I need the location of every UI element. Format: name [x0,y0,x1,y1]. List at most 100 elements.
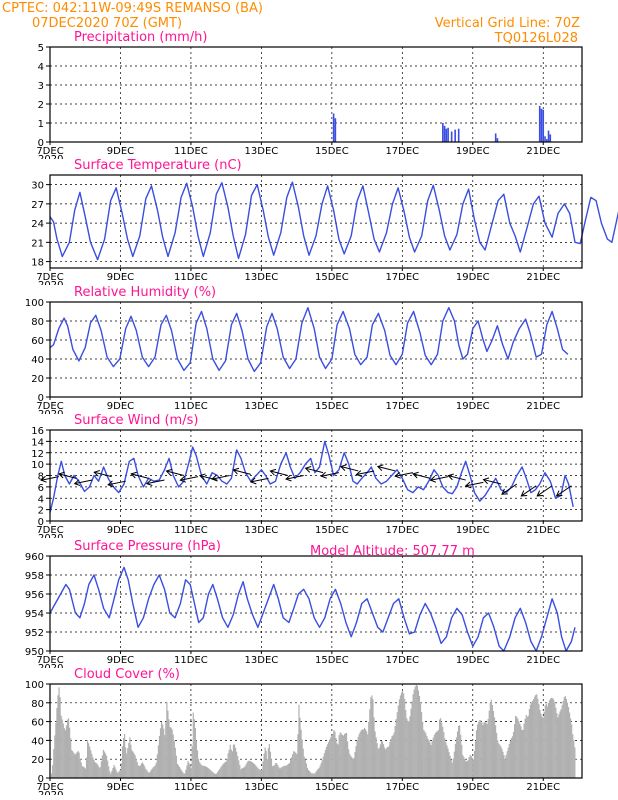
precip-bar [450,131,453,142]
cloud-bar [570,718,572,778]
cloud-bar [487,718,489,778]
header-datetime: 07DEC2020 70Z (GMT) [32,16,182,31]
cloud-bar [152,767,154,778]
cloud-bar [243,767,245,778]
x-tick-label: 13DEC [245,525,279,536]
cloud-bar [459,725,461,778]
cloud-bar [417,690,420,778]
y-tick-label: 16 [31,426,44,437]
cloud-bar [287,763,290,778]
cloud-bar [203,765,205,778]
cloud-bar [573,740,575,778]
y-tick-label: 20 [31,755,44,766]
cloud-bar [232,744,235,778]
cloud-bar [506,751,508,778]
cloud-bar [564,696,566,778]
y-tick-label: 80 [31,699,44,710]
precip-bar [496,138,499,142]
cloud-bar [466,761,468,778]
wind-frame [49,429,583,522]
cloud-bar [267,748,269,778]
cloud-bar [71,750,73,778]
cloud-bar [571,724,573,778]
wind-arrow [320,471,339,479]
cloud-bar [475,730,478,778]
cloud-bar [543,711,545,778]
cloud-bar [188,762,190,778]
x-tick-label: 7DEC [36,401,63,412]
cloud-bar [148,772,150,778]
cloud-bar [248,760,250,778]
cloud-bar [463,757,465,778]
cloud-bar [88,743,90,778]
cloud-bar [374,731,376,778]
x-tick-label: 7DEC [36,272,63,283]
cloud-bar [523,723,525,778]
y-tick-label: 0 [38,517,44,528]
cloud-bar [507,747,509,778]
wind-arrow [211,474,230,482]
cloud-bar [329,739,331,778]
wind-arrow [165,468,185,476]
cloud-bar [519,723,521,778]
y-tick-label: 8 [38,472,44,483]
cloud-bar [250,761,253,778]
precip-panel: 0 1 2 3 4 5 7DEC 9DEC 11DEC 13DEC 15DEC 17DEC 19DEC 2… [36,30,583,159]
cloud-bar [224,762,226,778]
cloud-bar [499,744,501,778]
cloud-bar [282,766,284,778]
cloud-bar [536,694,538,778]
cloud-bar [91,753,93,778]
cloud-bar [544,705,546,778]
cloud-bar [407,720,409,778]
cloud-bar [207,767,209,778]
cloud-bar [132,751,134,778]
cloud-bar [345,732,348,778]
cloud-bar [376,743,378,778]
cloud-bar [546,706,548,778]
cloud-bar [218,770,220,778]
cloud-bar [220,767,222,778]
cloud-bar [412,694,414,778]
cloud-bar [538,704,540,778]
cloud-bar [362,729,365,778]
cloud-bar [422,721,424,778]
y-tick-label: 10 [31,460,44,471]
cloud-bar [524,718,526,778]
cloud-bar [206,767,208,778]
cloud-bar [273,765,275,778]
cloud-bar [251,762,254,778]
humidity-title: Relative Humidity (%) [74,285,216,300]
x-tick-label: 17DEC [385,782,419,793]
cloud-bar [228,749,230,778]
cloud-bar [116,772,118,778]
cloud-bar [354,751,356,778]
cloud-bar [336,743,338,778]
cloud-bar [352,758,354,778]
cloud-bar [436,731,439,778]
humidity-line [49,307,569,373]
cloud-bar [535,694,537,778]
cloud-bar [387,746,389,778]
cloud-bar [184,773,186,778]
x-tick-label: 19DEC [456,146,490,157]
cloud-bar [568,712,571,778]
cloud-bar [239,764,241,778]
cloud-bar [270,759,273,778]
cloud-bar [369,709,371,778]
cloud-bar [358,733,360,778]
cloud-bar [359,731,361,778]
cloud-bar [315,771,317,778]
cloud-bar [149,772,151,778]
x-tick-label: 19DEC [456,655,490,666]
cloud-bar [170,727,172,778]
cloud-bar [502,751,504,778]
cloud-bar [510,738,513,778]
cloud-bar [95,762,97,778]
cloud-bar [103,751,106,778]
cloud-bar [151,768,153,778]
x-tick-label: 15DEC [315,272,349,283]
cloud-bar [341,734,343,778]
x-tick-label: 7DEC [36,655,63,666]
cloud-bar [356,740,358,778]
